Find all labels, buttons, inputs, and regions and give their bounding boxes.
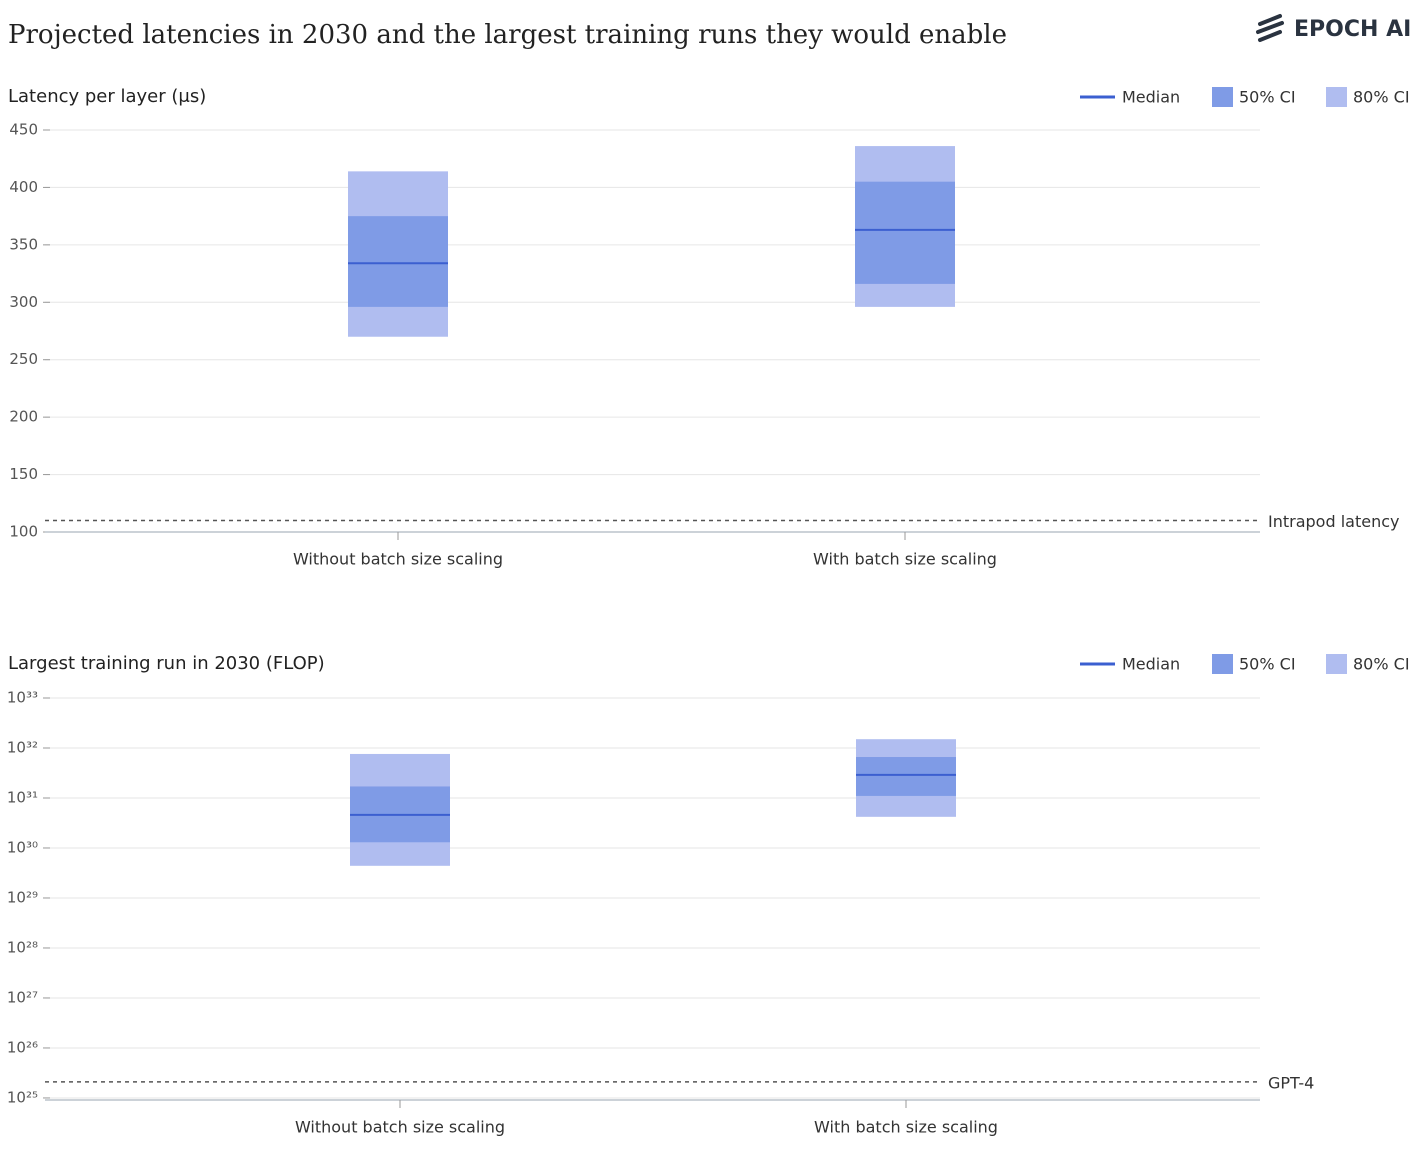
y-tick-label: 10³³ (7, 689, 38, 707)
y-tick-label: 10²⁹ (7, 888, 38, 906)
y-tick-label: 150 (9, 465, 38, 483)
x-tick-label: Without batch size scaling (293, 550, 503, 569)
x-tick-label: With batch size scaling (813, 550, 997, 569)
y-tick-label: 250 (9, 350, 38, 368)
legend-label: 80% CI (1353, 88, 1410, 107)
legend-swatch (1326, 654, 1347, 674)
y-tick-label: 10²⁷ (7, 988, 38, 1006)
y-tick-label: 100 (9, 523, 38, 541)
page-title: Projected latencies in 2030 and the larg… (8, 20, 1007, 50)
chart-title: Latency per layer (μs) (8, 86, 206, 107)
legend-label: Median (1122, 88, 1180, 107)
y-tick-label: 10²⁸ (7, 938, 38, 956)
legend-swatch (1326, 87, 1347, 107)
x-tick-label: With batch size scaling (814, 1118, 998, 1137)
legend-label: 80% CI (1353, 655, 1410, 674)
y-tick-label: 400 (9, 178, 38, 196)
y-tick-label: 10²⁶ (7, 1038, 38, 1056)
x-tick-label: Without batch size scaling (295, 1118, 505, 1137)
y-tick-label: 10²⁵ (7, 1088, 38, 1106)
y-tick-label: 450 (9, 121, 38, 139)
legend-label: 50% CI (1239, 655, 1296, 674)
legend-label: 50% CI (1239, 88, 1296, 107)
y-tick-label: 200 (9, 408, 38, 426)
ci-band (348, 216, 448, 307)
legend-swatch (1212, 654, 1233, 674)
ci-band (856, 757, 956, 796)
legend-label: Median (1122, 655, 1180, 674)
reference-label: GPT-4 (1268, 1073, 1314, 1092)
ci-band (855, 181, 955, 284)
chart-title: Largest training run in 2030 (FLOP) (8, 653, 325, 674)
reference-label: Intrapod latency (1268, 512, 1399, 531)
y-tick-label: 10³² (7, 738, 38, 756)
y-tick-label: 350 (9, 235, 38, 253)
logo-icon (1256, 14, 1284, 42)
logo: EPOCH AI (1294, 17, 1411, 42)
y-tick-label: 300 (9, 293, 38, 311)
legend-swatch (1212, 87, 1233, 107)
y-tick-label: 10³¹ (7, 788, 38, 806)
y-tick-label: 10³⁰ (7, 838, 38, 856)
